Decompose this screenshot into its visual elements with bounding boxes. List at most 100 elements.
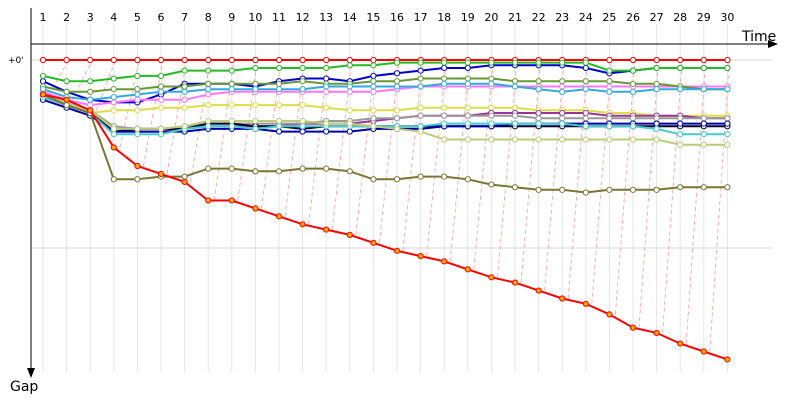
x-tick-label: 16 <box>390 11 404 24</box>
drift-line <box>544 59 565 291</box>
drift-line <box>497 59 518 278</box>
data-point <box>181 88 188 95</box>
data-point <box>157 125 165 132</box>
data-point <box>441 64 448 72</box>
data-point <box>441 112 448 119</box>
data-point <box>205 123 212 130</box>
x-tick-label: 10 <box>248 11 262 24</box>
data-point <box>110 75 117 82</box>
data-point <box>700 141 707 148</box>
data-point <box>323 165 330 172</box>
data-point <box>181 83 188 90</box>
x-tick-label: 9 <box>228 11 235 24</box>
data-point <box>511 59 519 66</box>
series-3 <box>39 59 731 85</box>
data-point <box>724 56 731 64</box>
data-point <box>629 186 637 193</box>
data-point <box>157 96 165 103</box>
data-point <box>629 136 637 143</box>
drift-line <box>237 59 258 201</box>
data-point <box>205 56 212 64</box>
data-point <box>252 125 259 132</box>
data-point <box>488 136 495 143</box>
data-point <box>535 115 542 122</box>
data-point <box>299 78 306 85</box>
data-point <box>559 186 566 193</box>
series-line <box>42 96 728 117</box>
data-point <box>653 186 660 193</box>
data-point <box>299 128 306 135</box>
data-point <box>606 186 613 193</box>
series-line <box>42 93 728 146</box>
data-point <box>488 120 495 127</box>
data-point <box>724 86 731 93</box>
data-point <box>134 56 141 64</box>
data-point <box>559 136 566 143</box>
data-point <box>582 123 589 130</box>
data-point <box>157 72 165 80</box>
data-point <box>181 104 188 111</box>
x-tick-label: 18 <box>437 11 451 24</box>
x-tick-label: 22 <box>532 11 546 24</box>
data-point <box>653 120 660 127</box>
series-7 <box>39 94 731 119</box>
data-point <box>700 86 707 93</box>
series-line <box>42 93 728 194</box>
data-point <box>370 115 377 122</box>
data-point <box>393 247 401 254</box>
data-point <box>535 120 542 127</box>
data-point <box>134 131 141 138</box>
data-point <box>228 101 235 109</box>
data-point <box>559 83 566 90</box>
x-tick-label: 20 <box>484 11 498 24</box>
data-point <box>606 311 613 318</box>
data-point <box>205 117 212 125</box>
data-point <box>63 101 70 109</box>
data-point <box>677 64 684 72</box>
data-point <box>110 99 117 106</box>
data-point <box>370 56 377 64</box>
data-point <box>275 56 283 64</box>
drift-line <box>95 59 117 111</box>
data-point <box>629 56 637 64</box>
data-point <box>488 181 495 188</box>
data-point <box>252 86 259 93</box>
data-point <box>724 356 731 363</box>
data-point <box>299 117 306 125</box>
data-point <box>181 67 188 74</box>
data-point <box>582 64 589 72</box>
data-point <box>511 104 519 111</box>
x-tick-label: 12 <box>296 11 310 24</box>
data-point <box>87 78 94 85</box>
data-point <box>535 78 542 85</box>
x-tick-label: 4 <box>110 11 117 24</box>
data-point <box>535 86 542 93</box>
data-point <box>629 115 637 122</box>
data-point <box>252 205 259 212</box>
data-point <box>181 178 188 185</box>
data-point <box>511 78 519 85</box>
data-point <box>252 168 259 175</box>
drift-line <box>615 59 636 315</box>
drift-line <box>379 59 400 243</box>
data-point <box>417 83 424 90</box>
x-axis-arrow <box>768 40 778 48</box>
drift-line <box>166 59 187 175</box>
data-point <box>346 83 353 90</box>
drift-line <box>261 59 282 209</box>
data-point <box>559 115 566 122</box>
data-point <box>535 287 542 294</box>
data-point <box>370 88 377 95</box>
data-point <box>393 115 401 122</box>
data-point <box>559 59 566 66</box>
series-line <box>42 64 728 104</box>
data-point <box>110 86 117 93</box>
data-point <box>441 173 448 180</box>
data-point <box>393 125 401 132</box>
series-15 <box>39 91 731 363</box>
data-point <box>393 59 401 66</box>
data-point <box>629 324 637 331</box>
lap-labels: 1 2 3 4 5 6 7 8 9 10 11 12 13 14 15 16 17 18 19 20 21 22 23 24 2… <box>40 11 735 24</box>
data-point <box>275 117 283 125</box>
drift-line <box>213 59 235 201</box>
